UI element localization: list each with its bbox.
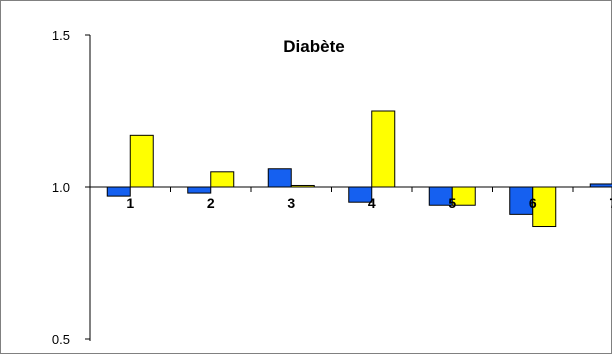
x-tick-label: 4 — [368, 195, 376, 211]
x-tick-label: 2 — [207, 195, 215, 211]
bar — [129, 134, 154, 188]
x-axis: 1 2 3 4 5 6 7 — [89, 186, 612, 211]
y-tick-label: 1.5 — [52, 28, 70, 43]
bar — [267, 168, 292, 188]
x-tick-label: 3 — [287, 195, 295, 211]
x-tick-label: 5 — [448, 195, 456, 211]
x-tick-label: 7 — [609, 195, 612, 211]
bar — [210, 171, 235, 188]
chart-title: Diabète — [283, 37, 344, 56]
bar — [187, 186, 212, 194]
bar — [371, 110, 396, 188]
y-tick-label: 0.5 — [52, 332, 70, 347]
x-tick-label: 1 — [126, 195, 134, 211]
bars-layer — [106, 110, 612, 228]
y-tick-label: 1.0 — [52, 180, 70, 195]
x-tick-label: 6 — [529, 195, 537, 211]
